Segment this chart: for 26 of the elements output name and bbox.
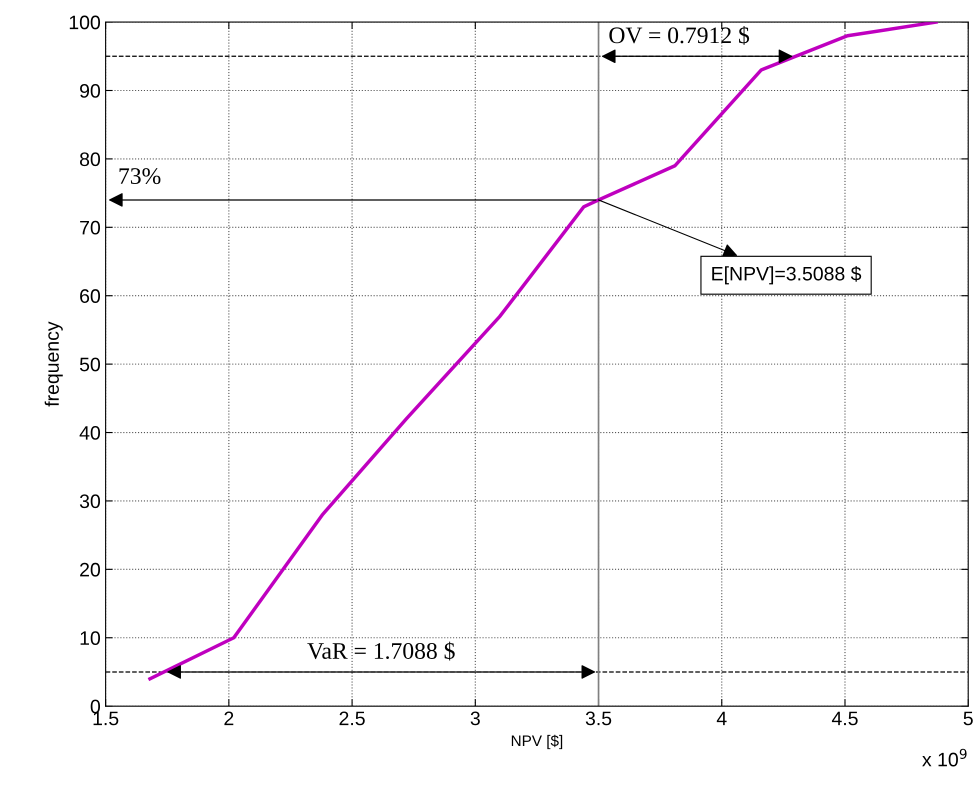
y-tick-label: 40 <box>80 426 100 440</box>
annotation: OV = 0.7912 $ <box>609 26 750 45</box>
y-tick-label: 20 <box>80 562 100 577</box>
x-tick-label: 4.5 <box>832 712 858 726</box>
x-tick-label: 1.5 <box>94 712 118 726</box>
annotation: 73% <box>120 168 160 184</box>
annotation: VaR = 1.7088 $ <box>307 642 455 661</box>
x-tick-label: 3 <box>470 712 480 726</box>
annotation: E[NPV]=3.5088 $ <box>712 266 862 284</box>
y-tick-label: 50 <box>80 358 100 372</box>
x-axis-title: NPV [$] <box>512 734 562 750</box>
text: x 10$^{9}$ <box>922 748 967 766</box>
y-tick-label: 10 <box>80 631 100 645</box>
y-tick-label: 30 <box>80 494 100 508</box>
x-tick-label: 2 <box>224 712 234 726</box>
x-tick-label: 5 <box>964 712 973 726</box>
y-tick-label: 0 <box>90 700 100 714</box>
y-tick-label: 60 <box>80 289 100 303</box>
y-axis-title: frequency <box>44 321 63 407</box>
y-tick-label: 90 <box>80 84 100 98</box>
x-tick-label: 2.5 <box>340 712 365 726</box>
x-tick-label: 3.5 <box>586 712 612 726</box>
y-tick-label: 80 <box>80 152 100 166</box>
y-tick-label: 100 <box>70 16 100 30</box>
x-tick-label: 4 <box>716 712 727 726</box>
y-tick-label: 70 <box>80 220 100 235</box>
